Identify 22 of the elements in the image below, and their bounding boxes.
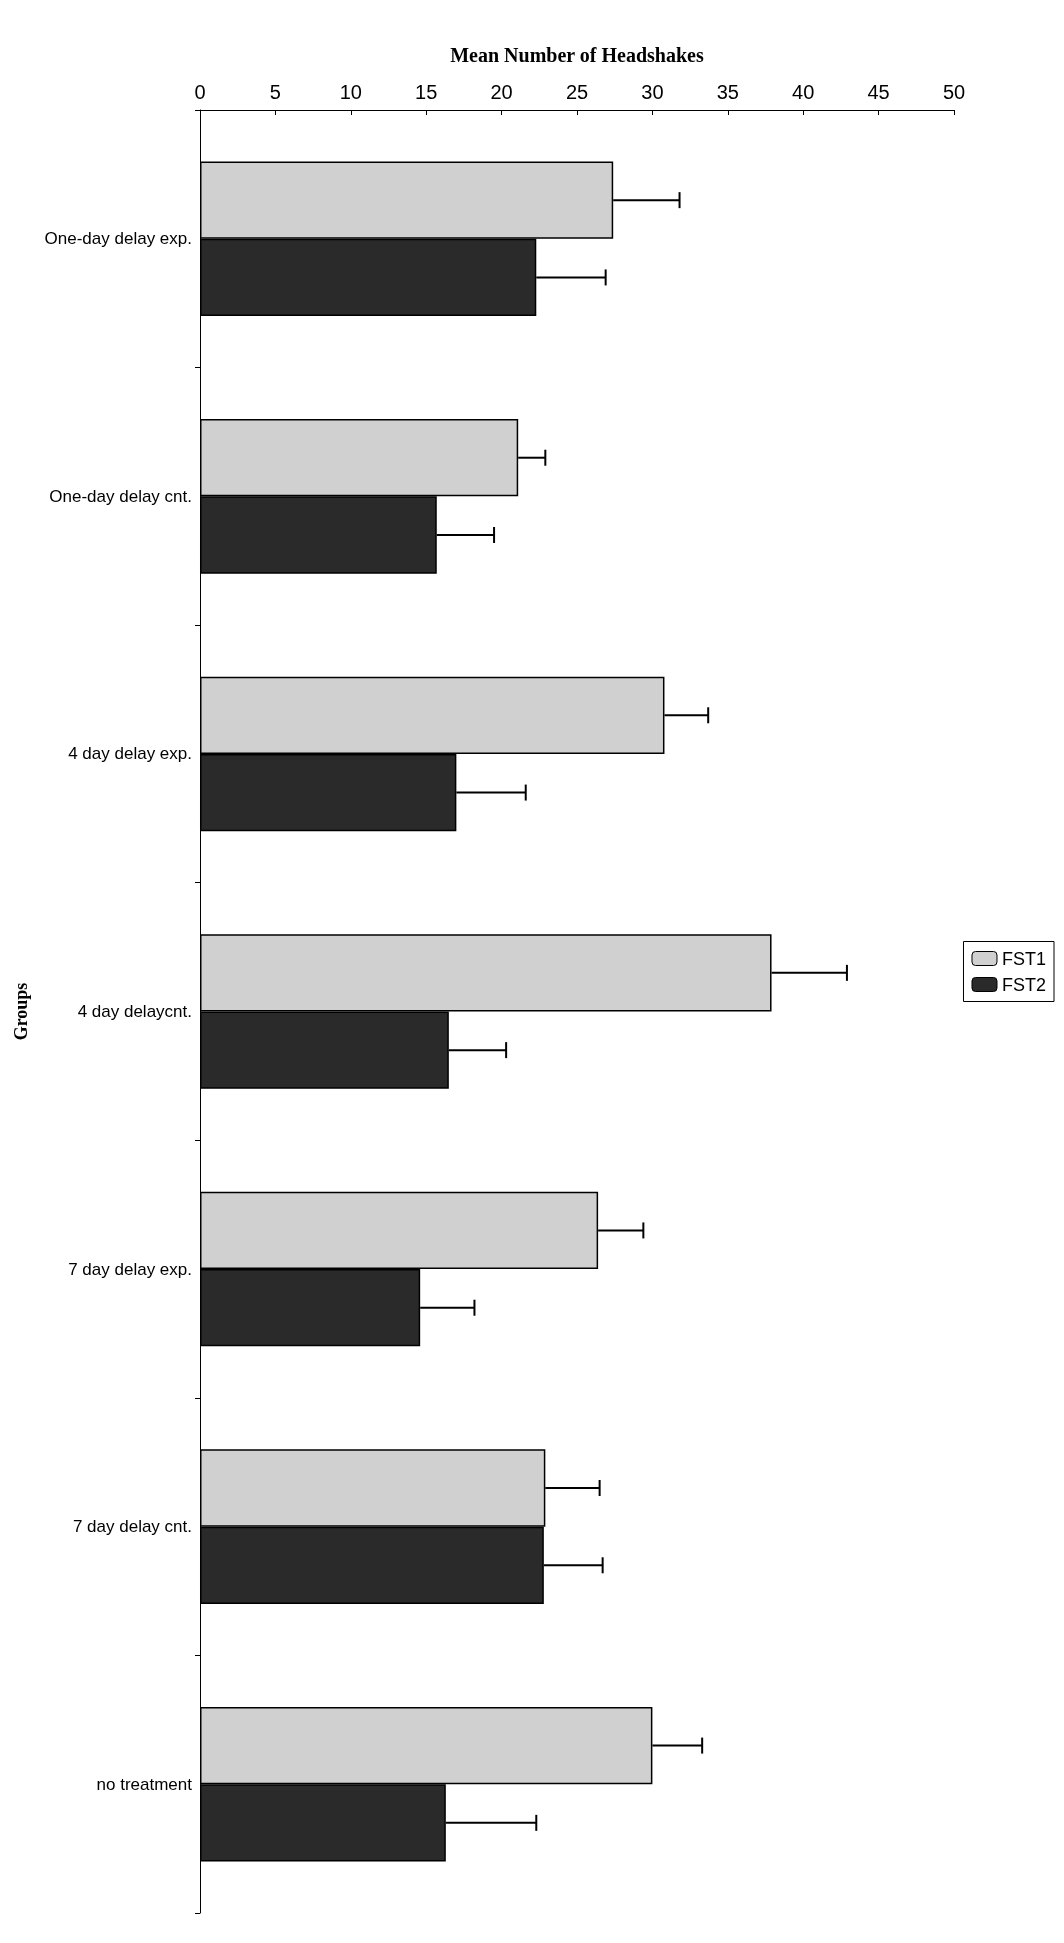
x-tick-label: 45 [867, 81, 890, 103]
y-tick-label: 4 day delay exp. [68, 744, 192, 764]
y-tick-label: 4 day delaycnt. [77, 1002, 192, 1021]
x-tick-label: 10 [339, 81, 362, 103]
y-tick-label: 7 day delay exp. [68, 1259, 192, 1279]
x-tick-label: 50 [942, 81, 966, 103]
y-tick-label: One-day delay exp. [44, 229, 192, 249]
x-tick-label: 25 [565, 81, 589, 103]
x-tick-label: 5 [269, 81, 281, 103]
y-tick-label: no treatment [96, 1774, 193, 1794]
y-tick-label: 7 day delay cnt. [72, 1517, 192, 1537]
y-tick-label: One-day delay cnt. [49, 486, 192, 506]
x-tick-label: 30 [641, 81, 664, 103]
x-tick-label: 0 [194, 81, 206, 103]
x-tick-label: 15 [415, 81, 438, 103]
legend-label: FST2 [1001, 974, 1047, 995]
x-axis-title: Mean Number of Headshakes [450, 44, 704, 66]
x-tick-label: 35 [716, 81, 739, 103]
x-tick-label: 40 [792, 81, 815, 103]
legend-label: FST1 [1001, 948, 1047, 969]
x-tick-label: 20 [490, 81, 513, 103]
y-axis-title: Groups [11, 982, 31, 1041]
